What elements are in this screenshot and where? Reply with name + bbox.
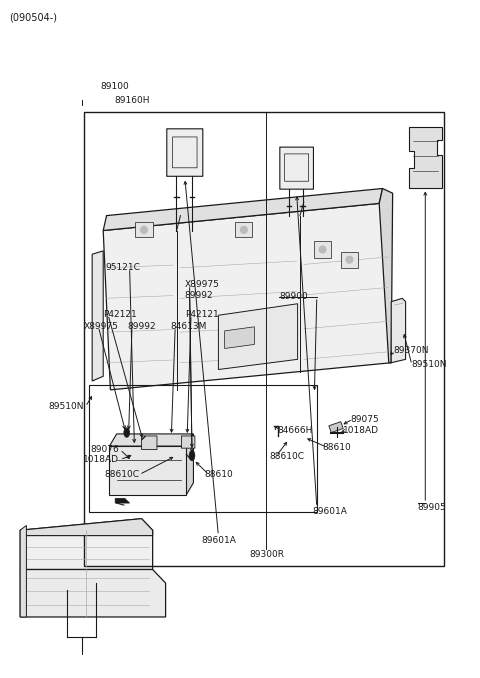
Circle shape xyxy=(346,256,353,263)
Circle shape xyxy=(240,226,247,233)
Polygon shape xyxy=(20,570,166,617)
Text: P42121: P42121 xyxy=(185,310,218,319)
Text: 88610C: 88610C xyxy=(104,470,139,479)
Text: 89905: 89905 xyxy=(418,502,446,512)
Text: 89601A: 89601A xyxy=(201,536,236,545)
Polygon shape xyxy=(20,519,153,570)
Text: 88610: 88610 xyxy=(204,470,233,479)
Text: 89370N: 89370N xyxy=(394,346,429,355)
Polygon shape xyxy=(218,304,298,370)
Polygon shape xyxy=(391,298,406,363)
Polygon shape xyxy=(409,127,442,188)
Polygon shape xyxy=(329,422,343,433)
Text: 89510N: 89510N xyxy=(412,360,447,370)
Text: 89076: 89076 xyxy=(90,445,119,454)
Polygon shape xyxy=(109,434,193,446)
Polygon shape xyxy=(186,434,193,495)
Text: X89975: X89975 xyxy=(185,280,220,290)
Text: 1018AD: 1018AD xyxy=(343,426,379,435)
FancyBboxPatch shape xyxy=(181,436,195,448)
Polygon shape xyxy=(115,498,130,503)
Text: 84666H: 84666H xyxy=(277,426,313,435)
Polygon shape xyxy=(103,188,383,231)
Circle shape xyxy=(141,226,147,233)
Text: 1018AD: 1018AD xyxy=(83,455,119,464)
Text: 89992: 89992 xyxy=(185,291,214,300)
Text: 88610C: 88610C xyxy=(270,452,305,461)
Polygon shape xyxy=(225,327,254,348)
FancyBboxPatch shape xyxy=(280,147,313,189)
Text: 89900: 89900 xyxy=(279,292,308,302)
Text: X89975: X89975 xyxy=(84,322,119,332)
Text: 95121C: 95121C xyxy=(105,263,140,273)
Circle shape xyxy=(319,246,326,253)
Polygon shape xyxy=(92,251,103,381)
Polygon shape xyxy=(20,519,153,536)
Bar xyxy=(235,222,252,237)
Text: (090504-): (090504-) xyxy=(10,12,58,22)
FancyBboxPatch shape xyxy=(142,436,157,450)
Ellipse shape xyxy=(189,451,195,461)
Text: 89992: 89992 xyxy=(127,322,156,332)
Polygon shape xyxy=(20,525,26,617)
Bar xyxy=(135,222,153,237)
Polygon shape xyxy=(103,203,391,390)
Text: 89075: 89075 xyxy=(350,414,379,424)
Bar xyxy=(89,385,317,512)
FancyBboxPatch shape xyxy=(167,129,203,176)
Ellipse shape xyxy=(132,458,141,464)
Text: 89160H: 89160H xyxy=(114,96,150,105)
Bar xyxy=(314,241,331,258)
Text: 84613M: 84613M xyxy=(170,322,207,332)
Bar xyxy=(341,252,358,268)
Text: 89601A: 89601A xyxy=(312,507,347,517)
Text: 88610: 88610 xyxy=(323,443,351,452)
Polygon shape xyxy=(109,446,186,495)
Ellipse shape xyxy=(124,428,130,437)
Text: P42121: P42121 xyxy=(103,310,137,319)
Bar xyxy=(84,112,444,566)
Polygon shape xyxy=(379,188,393,363)
Text: 89510N: 89510N xyxy=(48,402,84,412)
Text: 89300R: 89300R xyxy=(249,550,284,559)
Text: 89100: 89100 xyxy=(101,82,130,92)
